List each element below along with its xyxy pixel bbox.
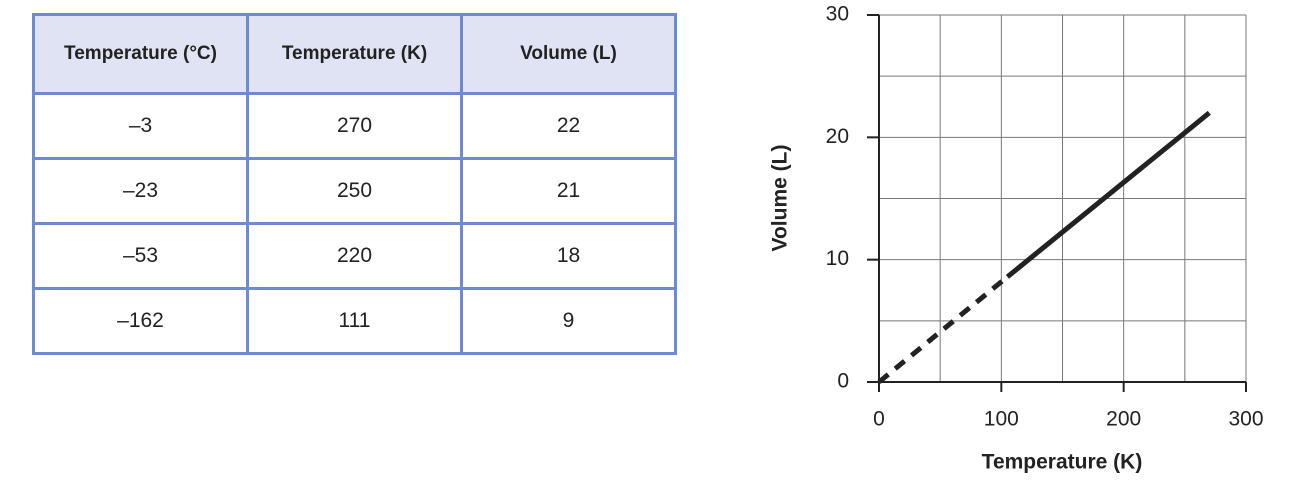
cell: 270 (246, 92, 463, 160)
y-tick-label: 30 (826, 3, 849, 26)
cell: –3 (32, 92, 249, 160)
header-cell: Temperature (°C) (32, 13, 249, 95)
y-tick-label: 20 (826, 125, 849, 148)
row: –53 220 18 (32, 222, 677, 290)
x-axis-title: Temperature (K) (982, 451, 1143, 474)
row: –162 111 9 (32, 287, 677, 355)
data-table: Temperature (°C) Temperature (K) Volume … (32, 13, 677, 355)
cell: 22 (460, 92, 677, 160)
x-tick-label: 300 (1228, 408, 1263, 431)
y-tick-label: 10 (826, 247, 849, 270)
header-cell: Volume (L) (460, 13, 677, 95)
x-tick-label: 200 (1106, 408, 1141, 431)
header-row: Temperature (°C) Temperature (K) Volume … (32, 13, 677, 95)
cell: 21 (460, 157, 677, 225)
cell: 18 (460, 222, 677, 290)
y-axis-title: Volume (L) (769, 145, 792, 252)
x-tick-label: 0 (873, 408, 885, 431)
line-series (1005, 110, 1211, 279)
cell: –53 (32, 222, 249, 290)
cell: –162 (32, 287, 249, 355)
cell: –23 (32, 157, 249, 225)
y-tick-label: 0 (837, 370, 849, 393)
x-tick-label: 100 (984, 408, 1019, 431)
cell: 9 (460, 287, 677, 355)
cell: 220 (246, 222, 463, 290)
row: –23 250 21 (32, 157, 677, 225)
cell: 250 (246, 157, 463, 225)
row: –3 270 22 (32, 92, 677, 160)
header-cell: Temperature (K) (246, 13, 463, 95)
line-series (877, 274, 1010, 384)
cell: 111 (246, 287, 463, 355)
